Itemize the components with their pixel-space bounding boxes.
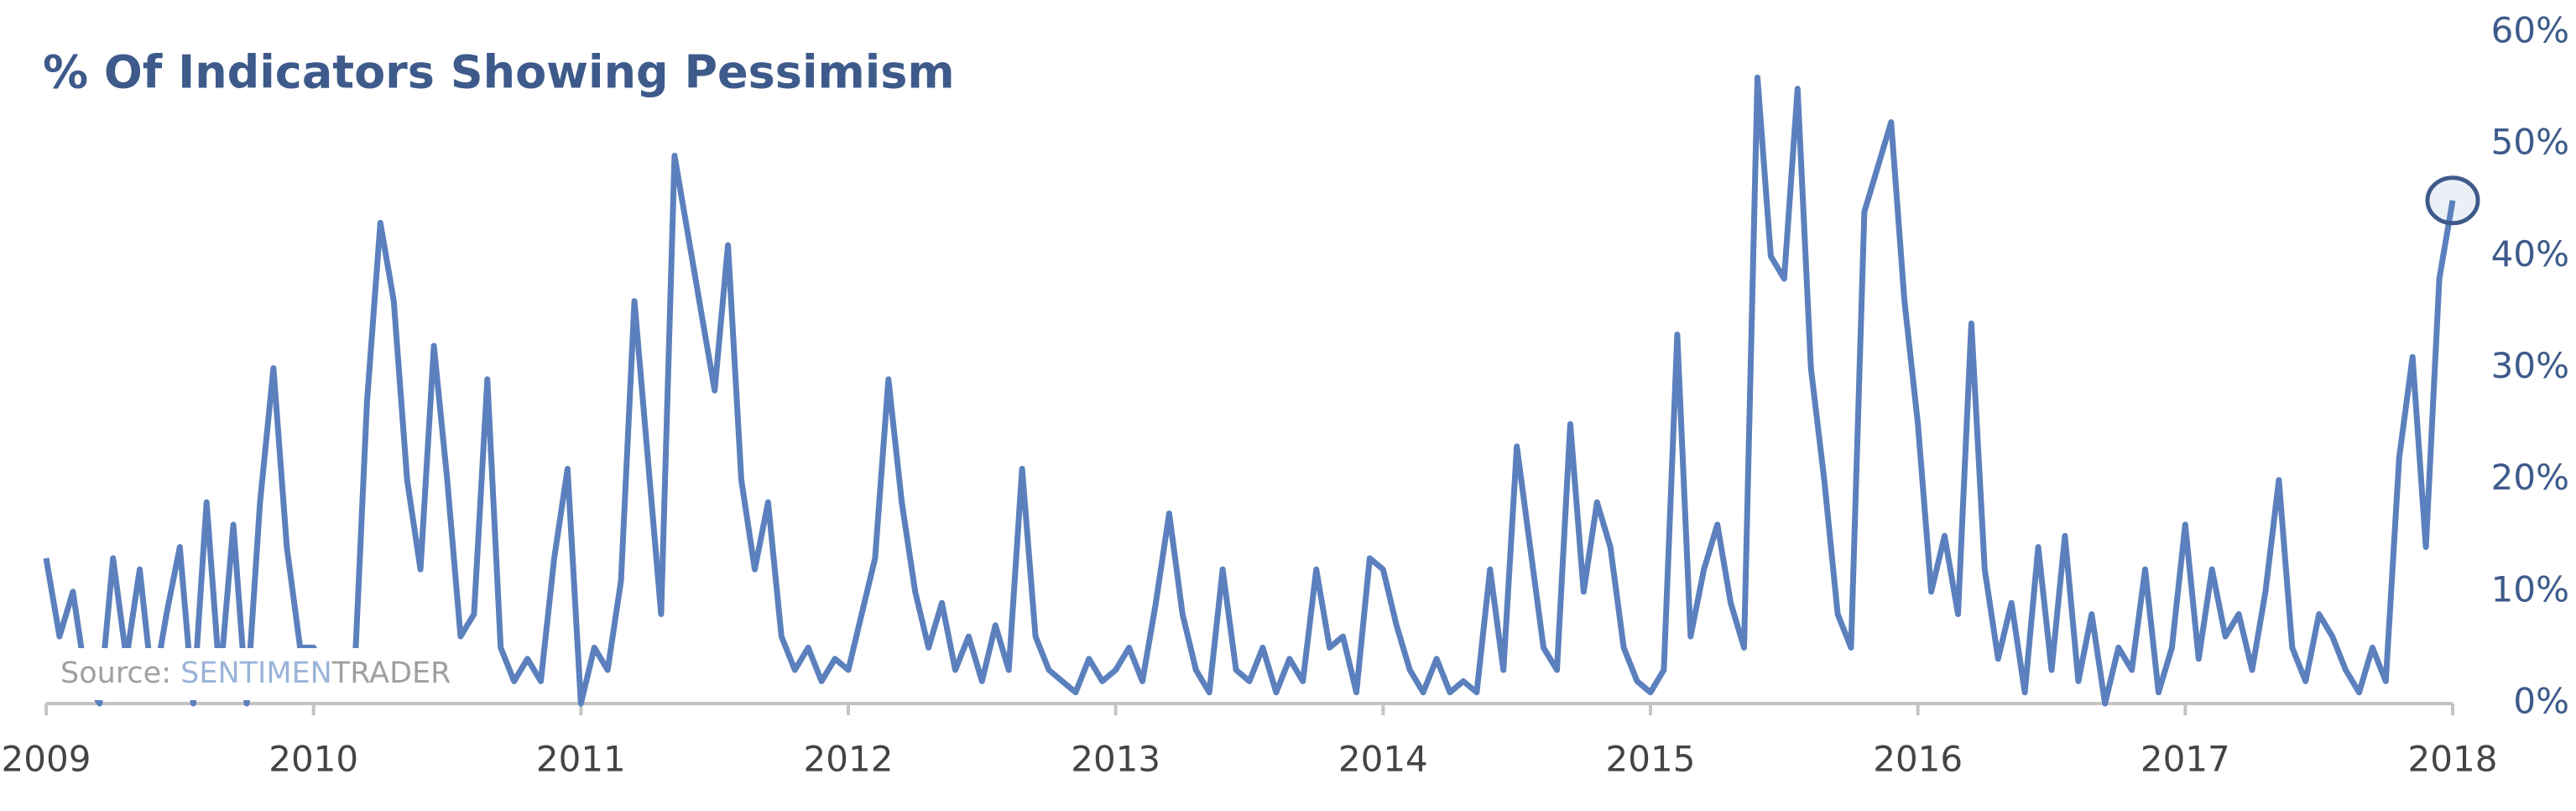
x-tick-label: 2015 xyxy=(1606,739,1696,780)
x-tick-label: 2016 xyxy=(1873,739,1963,780)
x-tick-label: 2010 xyxy=(269,739,358,780)
x-tick-label: 2013 xyxy=(1071,739,1160,780)
x-tick-label: 2012 xyxy=(804,739,894,780)
source-name-2: TRADER xyxy=(331,657,451,690)
x-tick-label: 2018 xyxy=(2408,739,2498,780)
y-tick-label: 40% xyxy=(2491,233,2569,275)
x-tick-label: 2009 xyxy=(2,739,91,780)
plot-area: 2009 2010 2011 2012 2013 2014 2015 2016 2017 2018… xyxy=(2,10,2569,780)
y-tick-label: 50% xyxy=(2491,122,2569,163)
source-label: Source: xyxy=(60,657,171,690)
y-tick-label: 60% xyxy=(2491,10,2569,51)
x-tick-label: 2017 xyxy=(2141,739,2230,780)
y-tick-label: 30% xyxy=(2491,345,2569,386)
y-tick-label: 0% xyxy=(2513,681,2569,722)
source-name-1: SENTIMEN xyxy=(180,657,332,690)
x-tick-label: 2014 xyxy=(1338,739,1428,780)
highlight-circle xyxy=(2425,175,2480,226)
source-box xyxy=(50,648,487,700)
x-tick-label: 2011 xyxy=(536,739,626,780)
y-tick-label: 10% xyxy=(2491,568,2569,610)
chart-title: % Of Indicators Showing Pessimism xyxy=(43,46,955,99)
data-line xyxy=(43,74,2456,707)
y-tick-label: 20% xyxy=(2491,457,2569,498)
source-note: Source: SENTIMENTRADER xyxy=(60,657,451,690)
